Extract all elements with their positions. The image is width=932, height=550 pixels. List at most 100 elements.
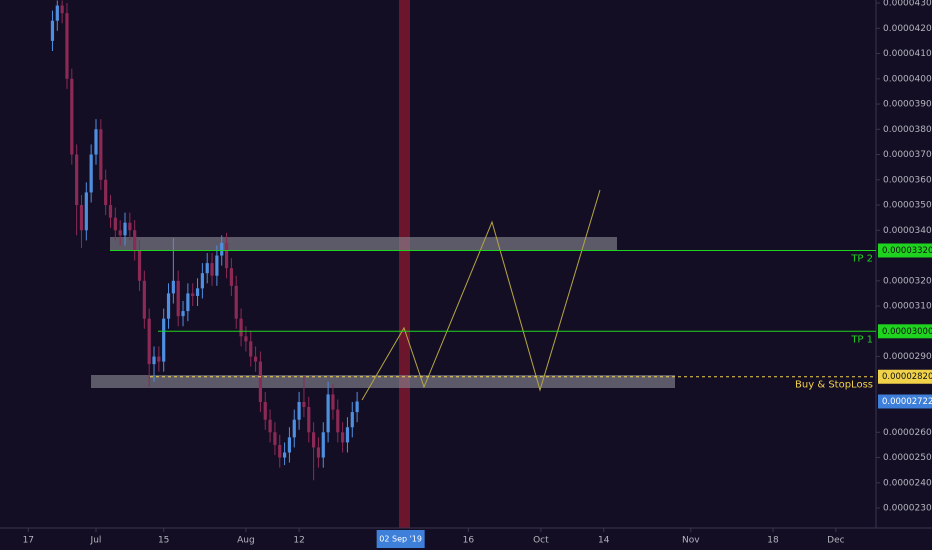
- y-tick-label: 0.00004200: [883, 24, 932, 34]
- crosshair-label: 02 Sep '19: [379, 535, 422, 544]
- candle-body: [229, 268, 233, 286]
- candle-body: [220, 242, 224, 256]
- candle-body: [60, 5, 64, 14]
- y-tick-label: 0.00002500: [883, 453, 932, 463]
- candle-body: [316, 447, 321, 458]
- candle-body: [234, 285, 238, 319]
- candle-body: [355, 401, 359, 413]
- candle-body: [186, 293, 190, 312]
- candle-body: [157, 356, 161, 362]
- candle-body: [292, 419, 296, 438]
- x-tick-label: 12: [293, 536, 304, 546]
- candle-body: [268, 419, 272, 433]
- candle-body: [94, 129, 98, 155]
- candle-body: [152, 356, 156, 365]
- y-tick-label: 0.00004000: [883, 74, 932, 84]
- candle-body: [215, 255, 219, 276]
- candle-body: [65, 13, 69, 79]
- candle-body: [118, 230, 122, 236]
- level-price-box: [878, 369, 932, 384]
- candle-body: [253, 356, 258, 362]
- level-name: Buy & StopLoss: [795, 380, 873, 391]
- candle-body: [133, 230, 137, 251]
- candle-body: [336, 409, 340, 433]
- level-price-box: [878, 324, 932, 339]
- x-tick-label: 17: [23, 536, 34, 546]
- candle-body: [142, 280, 146, 319]
- candle-body: [326, 394, 330, 433]
- candle-body: [171, 280, 175, 294]
- candle-body: [70, 78, 74, 155]
- candle-body: [321, 432, 325, 458]
- candle-body: [195, 288, 200, 296]
- candle-body: [147, 318, 151, 365]
- candle-body: [278, 444, 282, 458]
- candle-body: [282, 452, 287, 458]
- y-tick-label: 0.00003400: [883, 226, 932, 236]
- candle-body: [79, 205, 84, 231]
- crosshair-label-box: [376, 530, 425, 548]
- candle-body: [128, 222, 132, 231]
- x-tick-label: Jul: [90, 536, 102, 546]
- y-tick-label: 0.00003200: [883, 276, 932, 286]
- candle-body: [345, 427, 350, 443]
- candle-body: [341, 432, 345, 443]
- candle-body: [210, 263, 214, 276]
- candle-body: [89, 154, 93, 193]
- level-price-label: 0.00002820: [882, 372, 932, 382]
- highlight-band: [399, 0, 410, 528]
- last-price-box: [878, 394, 932, 409]
- candle-body: [331, 394, 335, 410]
- x-tick-label: 15: [158, 536, 169, 546]
- level-price-box: [878, 243, 932, 258]
- candle-body: [137, 250, 142, 281]
- candle-body: [113, 217, 117, 231]
- candle-body: [191, 293, 195, 296]
- y-tick-label: 0.00004300: [883, 0, 932, 9]
- candle-body: [108, 205, 113, 218]
- candle-body: [350, 412, 354, 428]
- level-name: TP 2: [850, 253, 873, 264]
- candle-body: [50, 20, 55, 41]
- candle-body: [287, 437, 292, 453]
- candle-body: [224, 242, 229, 269]
- candle-body: [75, 154, 79, 206]
- level-price-label: 0.00003320: [882, 246, 932, 256]
- candle-body: [307, 407, 311, 433]
- y-tick-label: 0.00004100: [883, 49, 932, 59]
- y-tick-label: 0.00002300: [883, 504, 932, 514]
- candle-body: [205, 263, 209, 274]
- candle-body: [104, 179, 108, 206]
- x-tick-label: Oct: [533, 536, 549, 546]
- y-tick-label: 0.00003600: [883, 175, 932, 185]
- candle-body: [99, 129, 103, 180]
- x-tick-label: Nov: [682, 536, 700, 546]
- y-tick-label: 0.00003700: [883, 150, 932, 160]
- candle-body: [249, 341, 253, 357]
- x-tick-label: Aug: [237, 536, 255, 546]
- x-tick-label: Dec: [827, 536, 844, 546]
- candle-body: [302, 401, 306, 408]
- candle-body: [162, 318, 166, 362]
- y-tick-label: 0.00003800: [883, 125, 932, 135]
- candle-body: [273, 432, 277, 445]
- candle-body: [181, 311, 185, 317]
- y-tick-label: 0.00003900: [883, 100, 932, 110]
- candle-body: [166, 293, 171, 319]
- candle-body: [263, 401, 267, 420]
- y-tick-label: 0.00002400: [883, 478, 932, 488]
- candle-body: [311, 432, 316, 448]
- candle-body: [200, 273, 204, 289]
- x-tick-label: 16: [463, 536, 475, 546]
- y-tick-label: 0.00002600: [883, 428, 932, 438]
- candle-body: [244, 336, 248, 342]
- candle-body: [55, 5, 59, 21]
- level-price-label: 0.00003000: [882, 327, 932, 337]
- y-tick-label: 0.00003500: [883, 201, 932, 211]
- candle-body: [258, 361, 263, 402]
- y-tick-label: 0.00002900: [883, 352, 932, 362]
- y-tick-label: 0.00003100: [883, 302, 932, 312]
- x-tick-label: 18: [767, 536, 779, 546]
